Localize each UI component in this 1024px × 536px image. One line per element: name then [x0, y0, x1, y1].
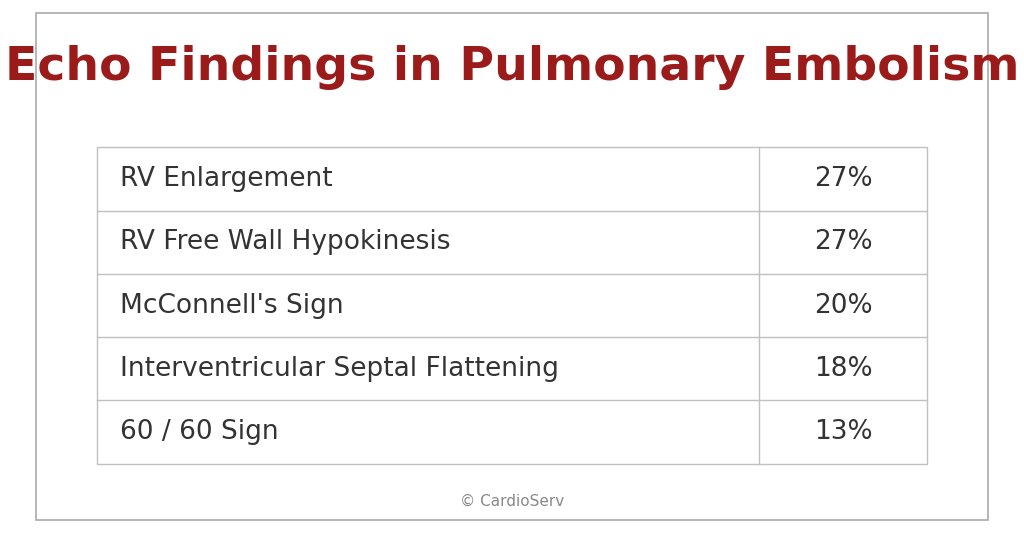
Bar [97, 147, 927, 464]
Text: Echo Findings in Pulmonary Embolism: Echo Findings in Pulmonary Embolism [5, 44, 1019, 90]
Text: 18%: 18% [814, 356, 872, 382]
Text: RV Free Wall Hypokinesis: RV Free Wall Hypokinesis [120, 229, 451, 255]
Text: 27%: 27% [814, 229, 872, 255]
Text: RV Enlargement: RV Enlargement [120, 166, 333, 192]
Text: 27%: 27% [814, 166, 872, 192]
Text: McConnell's Sign: McConnell's Sign [120, 293, 343, 318]
Text: 20%: 20% [814, 293, 872, 318]
Text: 60 / 60 Sign: 60 / 60 Sign [120, 419, 279, 445]
Text: 13%: 13% [814, 419, 872, 445]
Text: Interventricular Septal Flattening: Interventricular Septal Flattening [120, 356, 559, 382]
Text: © CardioServ: © CardioServ [460, 494, 564, 509]
